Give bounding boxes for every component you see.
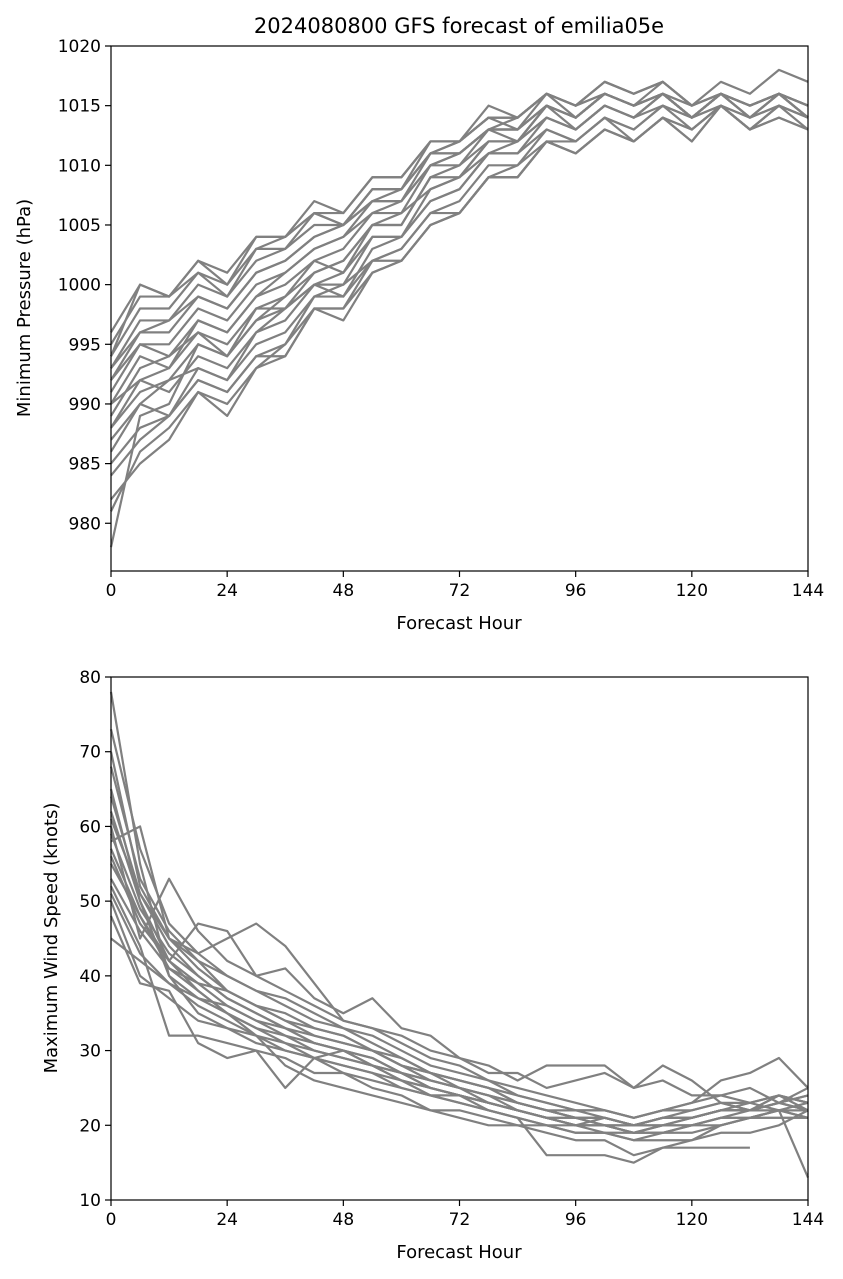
wind-y-tick-label: 50 bbox=[79, 892, 101, 912]
wind-ensemble-member-line bbox=[109, 691, 810, 1179]
pressure-ensemble-member-line bbox=[110, 104, 809, 512]
wind-ensemble-member-line bbox=[109, 811, 808, 1134]
wind-ensemble-member-line bbox=[110, 825, 809, 1119]
wind-ensemble-member-line bbox=[109, 915, 750, 1157]
pressure-chart: 2024080800 GFS forecast of emilia05e 0 24… bbox=[14, 14, 824, 634]
wind-x-tick-label: 120 bbox=[676, 1210, 708, 1230]
wind-ensemble-member-line bbox=[109, 796, 809, 1127]
chart-title: 2024080800 GFS forecast of emilia05e bbox=[254, 14, 664, 38]
wind-plot-frame bbox=[110, 676, 809, 1201]
wind-ensemble-member-line bbox=[109, 818, 809, 1119]
wind-y-tick-label: 40 bbox=[79, 967, 101, 987]
pressure-ensemble-member-line bbox=[109, 92, 809, 357]
pressure-x-tick-label: 24 bbox=[216, 581, 238, 601]
pressure-y-tick-label: 1020 bbox=[58, 37, 101, 57]
wind-ensemble-member-line bbox=[109, 751, 809, 1112]
pressure-y-tick-label: 1000 bbox=[58, 276, 101, 296]
pressure-ensemble-member-line bbox=[110, 80, 693, 381]
wind-x-tick-label: 96 bbox=[565, 1210, 587, 1230]
wind-y-tick-label: 20 bbox=[79, 1116, 101, 1136]
pressure-x-axis-label: Forecast Hour bbox=[396, 613, 522, 634]
wind-chart: 0 24 48 72 96 120 144 10 20 30 40 50 60 70 80 Forecast… bbox=[41, 668, 824, 1263]
wind-y-tick-label: 70 bbox=[79, 743, 101, 763]
wind-series bbox=[109, 691, 810, 1179]
pressure-y-tick-label: 1005 bbox=[58, 216, 101, 236]
wind-x-tick-label: 24 bbox=[216, 1210, 238, 1230]
pressure-x-tick-label: 144 bbox=[792, 581, 824, 601]
pressure-ensemble-member-line bbox=[110, 92, 809, 465]
wind-x-tick-label: 72 bbox=[449, 1210, 471, 1230]
pressure-ensemble-member-line bbox=[110, 92, 809, 357]
wind-ensemble-member-line bbox=[109, 788, 809, 1104]
pressure-y-axis-label: Minimum Pressure (hPa) bbox=[14, 199, 35, 417]
pressure-x-tick-label: 96 bbox=[565, 581, 587, 601]
pressure-ensemble-member-line bbox=[110, 68, 809, 393]
pressure-x-tick-label: 48 bbox=[333, 581, 355, 601]
pressure-y-tick-label: 1015 bbox=[58, 97, 101, 117]
wind-x-axis-label: Forecast Hour bbox=[396, 1242, 522, 1263]
pressure-ensemble-member-line bbox=[109, 92, 809, 548]
pressure-y-tick-label: 990 bbox=[69, 395, 101, 415]
wind-y-tick-label: 10 bbox=[79, 1191, 101, 1211]
pressure-y-tick-label: 985 bbox=[69, 455, 101, 475]
wind-ensemble-member-line bbox=[110, 893, 808, 1142]
wind-y-axis-label: Maximum Wind Speed (knots) bbox=[41, 803, 62, 1074]
pressure-y-tick-label: 995 bbox=[69, 335, 101, 355]
pressure-plot-frame bbox=[110, 45, 809, 572]
wind-x-tick-label: 48 bbox=[333, 1210, 355, 1230]
pressure-series bbox=[109, 68, 809, 548]
wind-y-tick-label: 60 bbox=[79, 817, 101, 837]
pressure-ensemble-member-line bbox=[110, 104, 809, 477]
pressure-ensemble-member-line bbox=[110, 92, 809, 429]
wind-ticks: 0 24 48 72 96 120 144 10 20 30 40 50 60 70 80 bbox=[79, 668, 824, 1230]
wind-y-tick-label: 80 bbox=[79, 668, 101, 688]
wind-y-tick-label: 30 bbox=[79, 1042, 101, 1062]
pressure-y-tick-label: 980 bbox=[69, 514, 101, 534]
pressure-y-tick-label: 1010 bbox=[58, 156, 101, 176]
wind-x-tick-label: 0 bbox=[106, 1210, 117, 1230]
wind-ensemble-member-line bbox=[109, 848, 809, 1134]
pressure-ensemble-member-line bbox=[110, 92, 693, 369]
wind-ensemble-member-line bbox=[110, 863, 809, 1127]
pressure-ensemble-member-line bbox=[110, 92, 809, 381]
pressure-ticks: 0 24 48 72 96 120 144 980 985 990 995 1000 1005 1010 1… bbox=[58, 37, 824, 601]
pressure-x-tick-label: 72 bbox=[449, 581, 471, 601]
pressure-ensemble-member-line bbox=[110, 104, 809, 405]
pressure-x-tick-label: 120 bbox=[676, 581, 708, 601]
pressure-ensemble-member-line bbox=[110, 80, 809, 417]
wind-x-tick-label: 144 bbox=[792, 1210, 824, 1230]
pressure-x-tick-label: 0 bbox=[106, 581, 117, 601]
wind-ensemble-member-line bbox=[109, 900, 809, 1142]
